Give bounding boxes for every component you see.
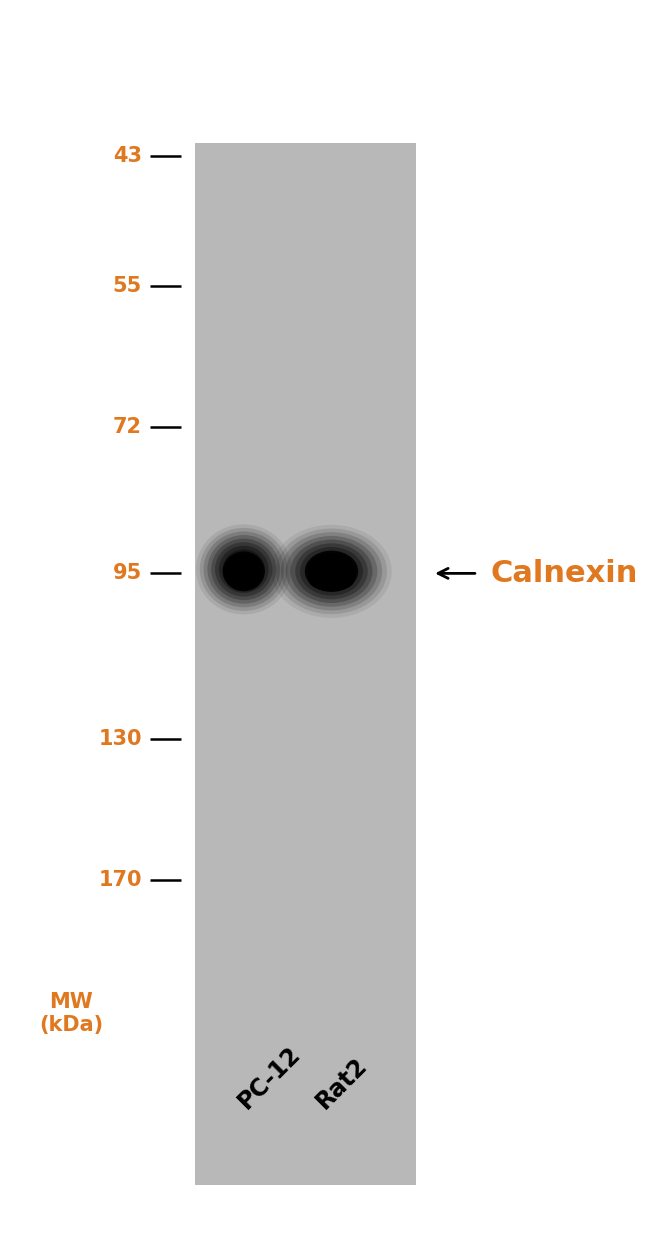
Ellipse shape (285, 536, 378, 607)
Bar (195, 143, 416, 1185)
Ellipse shape (233, 561, 254, 581)
Ellipse shape (231, 560, 256, 584)
Ellipse shape (291, 540, 372, 604)
Ellipse shape (305, 551, 358, 592)
Ellipse shape (222, 550, 265, 590)
Ellipse shape (295, 544, 368, 600)
Text: 43: 43 (112, 146, 142, 166)
Ellipse shape (315, 559, 348, 584)
Ellipse shape (318, 561, 344, 581)
Ellipse shape (305, 551, 358, 592)
Ellipse shape (276, 529, 387, 614)
Ellipse shape (300, 547, 363, 596)
Ellipse shape (271, 525, 392, 617)
Ellipse shape (196, 524, 291, 615)
Ellipse shape (230, 566, 254, 589)
Text: 130: 130 (98, 728, 142, 748)
Text: 72: 72 (112, 418, 142, 438)
Ellipse shape (200, 527, 288, 611)
Text: Calnexin: Calnexin (491, 559, 638, 587)
Ellipse shape (310, 555, 353, 587)
Ellipse shape (203, 531, 284, 607)
Ellipse shape (309, 570, 354, 591)
Ellipse shape (211, 539, 276, 600)
Text: PC-12: PC-12 (233, 1041, 305, 1114)
Ellipse shape (219, 546, 268, 592)
Ellipse shape (227, 555, 261, 587)
Text: 170: 170 (98, 870, 142, 890)
Ellipse shape (225, 554, 263, 590)
Text: 95: 95 (112, 564, 142, 584)
Text: 55: 55 (112, 276, 142, 296)
Ellipse shape (222, 551, 265, 591)
Ellipse shape (229, 557, 259, 585)
Ellipse shape (307, 552, 356, 590)
Ellipse shape (311, 555, 352, 574)
Text: Rat2: Rat2 (311, 1052, 372, 1114)
Ellipse shape (215, 542, 272, 596)
Ellipse shape (281, 532, 382, 611)
Ellipse shape (207, 535, 280, 604)
Text: MW
(kDa): MW (kDa) (40, 993, 103, 1035)
Ellipse shape (313, 557, 350, 586)
